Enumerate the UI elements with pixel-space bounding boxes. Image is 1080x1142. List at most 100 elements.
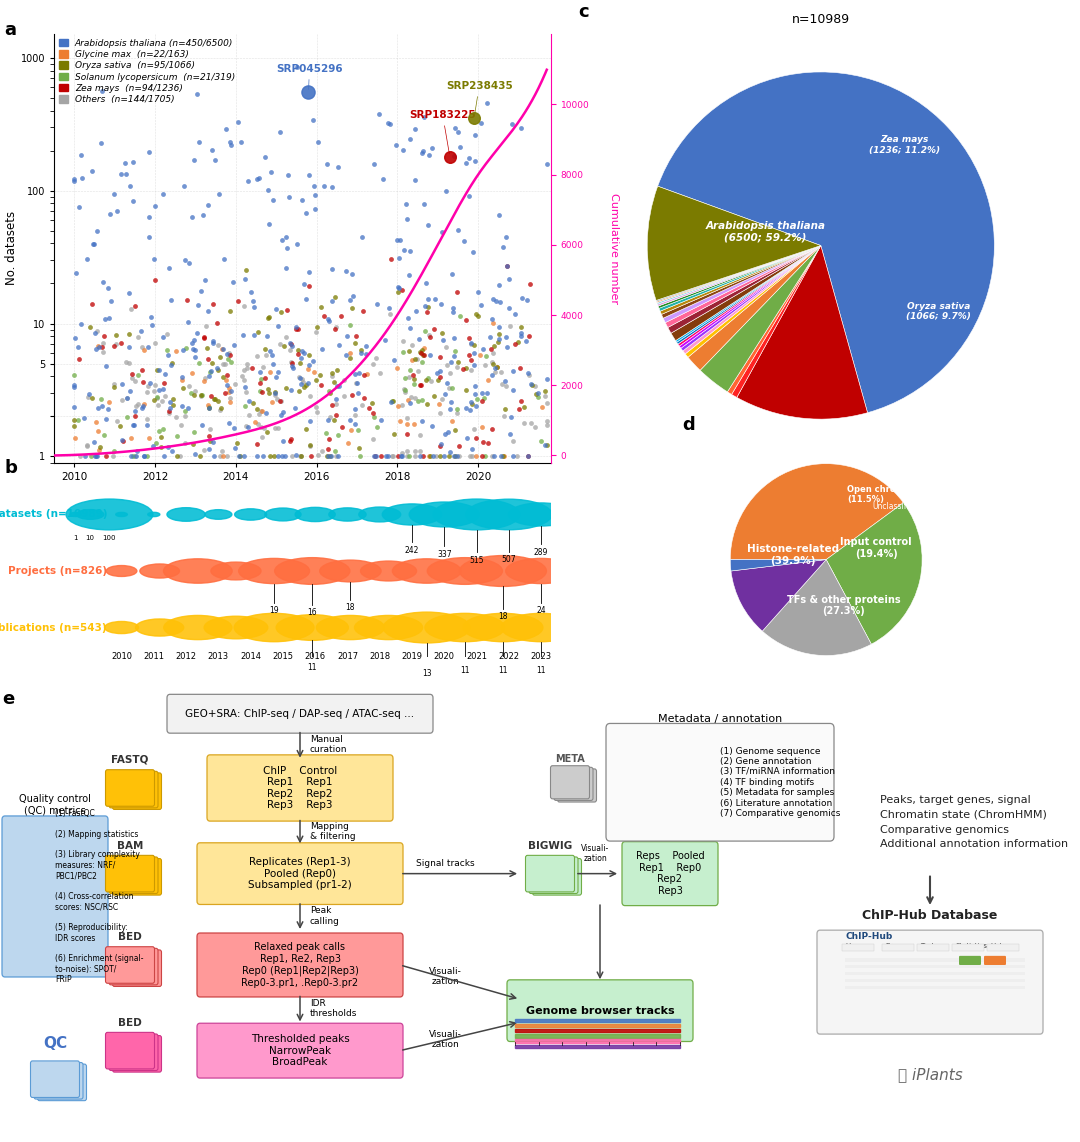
Point bbox=[124, 192, 141, 210]
Text: Metadata / annotation: Metadata / annotation bbox=[658, 714, 782, 724]
Text: 19: 19 bbox=[269, 606, 279, 616]
Point bbox=[415, 195, 432, 214]
Point bbox=[259, 308, 276, 327]
Point bbox=[176, 434, 193, 452]
Point bbox=[463, 441, 481, 459]
Point bbox=[258, 328, 275, 346]
Point bbox=[343, 386, 361, 404]
Point bbox=[519, 364, 537, 383]
Point bbox=[297, 420, 314, 439]
Point bbox=[161, 259, 178, 278]
Point bbox=[486, 360, 503, 378]
FancyBboxPatch shape bbox=[38, 1064, 86, 1101]
Point bbox=[264, 346, 281, 364]
Wedge shape bbox=[661, 246, 821, 319]
Point bbox=[422, 448, 440, 466]
Point bbox=[100, 308, 118, 327]
Point bbox=[473, 296, 490, 314]
Point bbox=[311, 367, 328, 385]
Point bbox=[192, 386, 210, 404]
Point bbox=[295, 372, 312, 391]
Point bbox=[470, 307, 487, 325]
Text: 10: 10 bbox=[85, 534, 95, 541]
Point bbox=[266, 419, 283, 437]
Point bbox=[134, 373, 151, 392]
Bar bbox=[882, 944, 914, 951]
Point bbox=[70, 198, 87, 216]
Point bbox=[252, 381, 269, 400]
Point bbox=[461, 448, 478, 466]
Point bbox=[235, 297, 253, 315]
Point bbox=[443, 393, 460, 411]
Point bbox=[249, 169, 267, 187]
Point bbox=[291, 368, 308, 386]
Point bbox=[457, 381, 474, 400]
Point bbox=[521, 367, 538, 385]
Wedge shape bbox=[663, 246, 821, 323]
Point bbox=[411, 448, 429, 466]
Text: Peak
calling: Peak calling bbox=[310, 907, 340, 925]
Point bbox=[262, 163, 280, 182]
Point bbox=[465, 336, 483, 354]
Circle shape bbox=[463, 613, 543, 642]
Text: Tools: Tools bbox=[920, 943, 937, 949]
Point bbox=[133, 361, 150, 379]
Point bbox=[327, 317, 345, 336]
Point bbox=[208, 359, 226, 377]
Point bbox=[192, 387, 210, 405]
Point bbox=[162, 399, 179, 417]
Point bbox=[400, 309, 417, 328]
Point bbox=[94, 344, 111, 362]
Point bbox=[254, 448, 271, 466]
Point bbox=[461, 401, 478, 419]
Point bbox=[366, 448, 383, 466]
Point bbox=[256, 419, 273, 437]
Text: 337: 337 bbox=[437, 549, 451, 558]
Point bbox=[275, 337, 293, 355]
Point bbox=[437, 338, 455, 356]
Point bbox=[410, 330, 428, 348]
Point bbox=[380, 299, 397, 317]
Point bbox=[204, 140, 221, 159]
Point bbox=[285, 360, 302, 378]
Point bbox=[393, 448, 410, 466]
Point bbox=[159, 340, 176, 359]
Point bbox=[462, 361, 480, 379]
Point bbox=[450, 437, 468, 456]
Point bbox=[467, 152, 484, 170]
Point bbox=[307, 200, 324, 218]
Point bbox=[148, 387, 165, 405]
Point bbox=[107, 327, 124, 345]
Point bbox=[273, 232, 291, 250]
Point bbox=[261, 448, 279, 466]
Point bbox=[417, 297, 434, 315]
Wedge shape bbox=[671, 246, 821, 340]
Point bbox=[350, 384, 367, 402]
Point bbox=[163, 354, 180, 372]
Wedge shape bbox=[685, 246, 821, 357]
Point bbox=[403, 337, 420, 355]
Point bbox=[135, 394, 152, 412]
Circle shape bbox=[433, 499, 519, 530]
Point bbox=[102, 204, 119, 223]
Text: 2022: 2022 bbox=[498, 651, 519, 660]
Point bbox=[201, 399, 218, 417]
FancyBboxPatch shape bbox=[112, 1036, 162, 1072]
Point bbox=[320, 381, 337, 400]
Point bbox=[271, 392, 288, 410]
Point bbox=[226, 336, 243, 354]
Point bbox=[240, 405, 257, 424]
Point bbox=[352, 344, 369, 362]
Point bbox=[386, 425, 403, 443]
Point bbox=[424, 320, 442, 338]
Bar bbox=[515, 1024, 680, 1028]
Point bbox=[521, 274, 538, 292]
Point bbox=[442, 353, 459, 371]
Point bbox=[414, 144, 431, 162]
Point bbox=[120, 324, 137, 343]
Point bbox=[420, 448, 437, 466]
Point bbox=[367, 349, 384, 368]
Point bbox=[268, 299, 285, 317]
Point bbox=[483, 353, 500, 371]
Point bbox=[347, 416, 364, 434]
